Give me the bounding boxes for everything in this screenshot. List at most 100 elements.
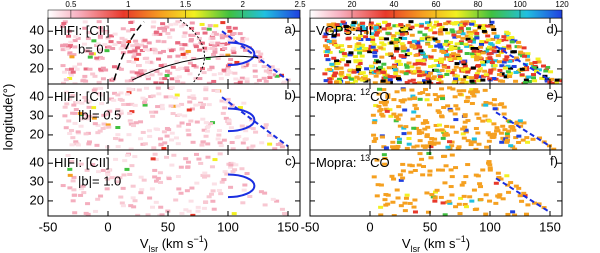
map-cell (75, 130, 81, 134)
map-cell (112, 136, 118, 140)
map-cell (509, 35, 515, 39)
y-tick-label: 20 (30, 126, 44, 141)
map-cell (60, 44, 66, 48)
map-cell (191, 64, 197, 68)
map-cell (474, 36, 480, 40)
map-cell (141, 178, 147, 182)
map-cell (425, 144, 431, 148)
colorbar-tick-label: 20 (348, 0, 357, 9)
map-cell (463, 205, 469, 209)
map-cell (495, 41, 501, 45)
map-cell (400, 44, 406, 48)
map-cell (381, 27, 387, 31)
map-cell (279, 207, 285, 211)
map-cell (453, 166, 459, 170)
map-cell (68, 40, 74, 44)
map-cell (424, 35, 430, 39)
map-cell (171, 153, 177, 157)
map-cell (140, 96, 146, 100)
map-cell (439, 94, 445, 98)
map-cell (100, 126, 106, 130)
map-cell (417, 91, 423, 95)
map-cell (101, 113, 107, 117)
map-cell (407, 163, 413, 167)
map-cell (72, 39, 78, 43)
map-cell (500, 79, 506, 83)
map-cell (216, 129, 222, 133)
map-cell (461, 194, 467, 198)
arm (131, 55, 259, 81)
map-cell (357, 27, 363, 31)
map-cell (491, 122, 497, 126)
map-cell (146, 48, 152, 52)
map-cell (240, 36, 246, 40)
map-cell (474, 50, 480, 54)
panel-title-part: 13 (360, 153, 370, 163)
map-cell (400, 176, 406, 180)
map-cell (391, 112, 397, 116)
map-cell (84, 168, 90, 172)
map-cell (485, 34, 491, 38)
map-cell (400, 28, 406, 32)
map-cell (419, 22, 425, 26)
map-cell (431, 75, 437, 79)
map-cell (482, 114, 488, 118)
map-cell (451, 33, 457, 37)
map-cell (482, 88, 488, 92)
map-cell (442, 42, 448, 46)
map-cell (196, 36, 202, 40)
map-cell (394, 47, 400, 51)
map-cell (432, 93, 438, 97)
map-cell (348, 68, 354, 72)
map-cell (440, 136, 446, 140)
map-cell (464, 52, 470, 56)
map-cell (158, 81, 164, 84)
map-cell (449, 125, 455, 129)
map-cell (68, 44, 74, 48)
map-cell (128, 204, 134, 208)
map-cell (165, 32, 171, 36)
heatmap (371, 151, 551, 216)
map-cell (480, 119, 486, 123)
map-cell (120, 204, 126, 208)
map-cell (160, 49, 166, 53)
map-cell (397, 113, 403, 117)
map-cell (439, 114, 445, 118)
map-cell (450, 21, 456, 25)
map-cell (385, 202, 391, 206)
map-cell (387, 78, 393, 82)
map-cell (98, 67, 104, 71)
map-cell (203, 134, 209, 138)
map-cell (129, 102, 135, 106)
map-cell (131, 60, 137, 64)
map-cell (503, 58, 509, 62)
map-cell (521, 46, 527, 50)
map-cell (150, 157, 156, 161)
map-cell (263, 123, 269, 127)
map-cell (259, 57, 265, 61)
map-cell (169, 49, 175, 53)
map-cell (396, 59, 402, 63)
map-cell (501, 112, 507, 116)
map-cell (189, 21, 195, 25)
map-cell (428, 28, 434, 32)
map-cell (489, 20, 495, 24)
map-cell (340, 48, 346, 52)
map-cell (197, 77, 203, 81)
map-cell (448, 168, 454, 172)
map-cell (69, 128, 75, 132)
map-cell (452, 46, 458, 50)
map-cell (322, 72, 328, 76)
map-cell (70, 94, 76, 98)
map-cell (377, 109, 383, 113)
map-cell (402, 108, 408, 112)
map-cell (536, 202, 542, 206)
map-cell (398, 99, 404, 103)
map-cell (416, 69, 422, 73)
map-cell (410, 94, 416, 98)
map-cell (125, 102, 131, 106)
map-cell (71, 188, 77, 192)
map-cell (169, 86, 175, 90)
map-cell (509, 40, 515, 44)
map-cell (111, 77, 117, 81)
